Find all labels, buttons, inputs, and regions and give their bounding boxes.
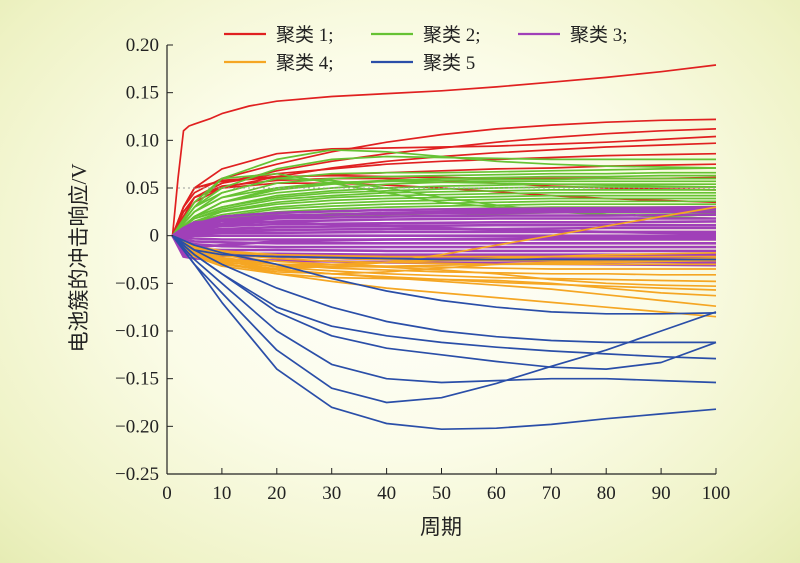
legend-item-1: 聚类 1;: [224, 24, 334, 46]
y-tick-label: 0: [150, 226, 160, 247]
y-tick-label: −0.15: [115, 369, 159, 390]
series-4-line-5: [172, 234, 716, 276]
series-3-line-18: [171, 219, 717, 237]
series-4-line-15: [171, 235, 717, 266]
series-4-line-9: [172, 234, 716, 258]
series-5-line-1: [171, 235, 717, 431]
legend-item-2: 聚类 2;: [371, 24, 481, 46]
series-5-line-2: [171, 235, 717, 404]
series-2-line-1: [171, 155, 716, 237]
legend-label: 聚类 1;: [276, 24, 334, 46]
y-tick-label: −0.10: [115, 321, 159, 342]
series-lines: [171, 64, 717, 431]
series-5-line-3: [171, 235, 717, 384]
series-5-line-7: [172, 234, 717, 315]
series-1-line-1: [171, 64, 717, 236]
axes: 0 10 20 30 40 50 60 70 80 90 1000.200.150.100.050−…: [115, 35, 730, 504]
legend-label: 聚类 2;: [423, 24, 481, 46]
x-tick-label: 20: [267, 483, 286, 504]
x-tick-label: 60: [487, 483, 506, 504]
legend-label: 聚类 3;: [570, 24, 628, 46]
series-2-line-9: [171, 186, 716, 237]
legend-item-5: 聚类 5: [371, 52, 475, 74]
legend-label: 聚类 5: [423, 52, 475, 74]
x-tick-label: 90: [652, 483, 671, 504]
x-tick-label: 50: [432, 483, 451, 504]
series-2-line-13: [172, 197, 716, 237]
legend-label: 聚类 4;: [276, 52, 334, 74]
x-axis-title: 周期: [420, 515, 462, 539]
series-5-line-8: [172, 234, 716, 261]
series-4-line-13: [172, 235, 717, 288]
series-1-line-2: [171, 118, 717, 237]
y-tick-label: −0.25: [115, 464, 159, 485]
y-axis-title: 电池簇的冲击响应/V: [67, 164, 91, 353]
series-2-line-11: [171, 191, 716, 237]
series-5: [171, 234, 717, 431]
y-tick-label: 0.15: [126, 83, 159, 104]
series-3-line-19: [171, 207, 717, 237]
x-tick-label: 10: [212, 483, 231, 504]
y-tick-label: −0.05: [115, 273, 159, 294]
x-tick-label: 30: [322, 483, 341, 504]
legend-item-4: 聚类 4;: [224, 52, 334, 74]
x-tick-label: 100: [702, 483, 731, 504]
y-tick-label: 0.20: [126, 35, 159, 56]
x-tick-label: 0: [162, 483, 172, 504]
series-3-line-11: [172, 234, 716, 245]
series-2-line-21: [171, 180, 717, 237]
legend-item-3: 聚类 3;: [518, 24, 628, 46]
legend: 聚类 1; 聚类 2; 聚类 3; 聚类 4; 聚类 5: [224, 24, 628, 74]
y-tick-label: −0.20: [115, 416, 159, 437]
x-tick-label: 40: [377, 483, 396, 504]
series-4-line-11: [171, 235, 717, 297]
series-2-line-5: [171, 174, 716, 237]
y-tick-label: 0.05: [126, 178, 159, 199]
x-tick-label: 80: [597, 483, 616, 504]
series-5-line-5: [171, 235, 717, 360]
series-3-line-10: [172, 234, 716, 241]
series-5-line-6: [172, 234, 716, 344]
series-4-line-7: [172, 234, 716, 266]
series-3-line-20: [171, 234, 716, 249]
x-tick-label: 70: [542, 483, 561, 504]
y-tick-label: 0.10: [126, 130, 159, 151]
